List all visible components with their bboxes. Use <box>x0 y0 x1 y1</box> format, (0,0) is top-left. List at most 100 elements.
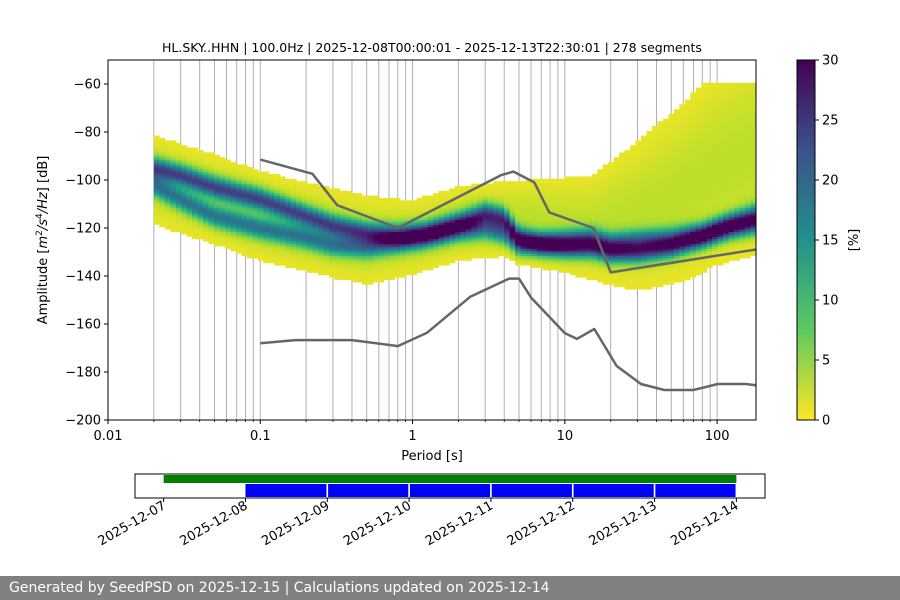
heatmap-cell <box>646 217 653 220</box>
heatmap-cell <box>750 181 756 184</box>
heatmap-cell <box>493 238 500 242</box>
heatmap-cell <box>613 214 620 218</box>
heatmap-cell <box>449 238 456 242</box>
heatmap-cell <box>268 174 275 177</box>
heatmap-cell <box>520 222 527 225</box>
heatmap-cell <box>684 145 691 148</box>
heatmap-cell <box>651 202 658 206</box>
heatmap-cell <box>558 205 565 208</box>
heatmap-cell <box>175 226 182 230</box>
heatmap-cell <box>203 171 209 175</box>
heatmap-cell <box>531 248 538 252</box>
heatmap-cell <box>504 255 511 259</box>
heatmap-cell <box>230 178 237 182</box>
heatmap-cell <box>449 236 456 240</box>
heatmap-cell <box>394 217 401 220</box>
heatmap-cell <box>591 198 598 201</box>
heatmap-cell <box>690 92 697 96</box>
heatmap-cell <box>690 207 697 211</box>
heatmap-cell <box>575 248 582 252</box>
heatmap-cell <box>630 214 636 218</box>
heatmap-cell <box>411 200 418 204</box>
heatmap-cell <box>186 190 193 194</box>
heatmap-cell <box>526 224 532 228</box>
heatmap-cell <box>323 260 330 264</box>
heatmap-cell <box>531 236 538 240</box>
heatmap-cell <box>350 222 357 225</box>
heatmap-cell <box>257 210 264 213</box>
heatmap-cell <box>564 246 571 249</box>
heatmap-cell <box>192 147 199 151</box>
heatmap-cell <box>569 262 576 266</box>
heatmap-cell <box>657 200 664 204</box>
heatmap-cell <box>257 200 264 204</box>
heatmap-cell <box>318 222 324 225</box>
heatmap-cell <box>701 164 708 168</box>
heatmap-cell <box>624 214 631 218</box>
heatmap-cell <box>367 195 374 199</box>
heatmap-cell <box>312 217 319 220</box>
heatmap-cell <box>602 174 609 177</box>
heatmap-cell <box>334 253 341 256</box>
heatmap-cell <box>159 162 166 165</box>
heatmap-cell <box>509 253 516 256</box>
heatmap-cell <box>449 231 456 235</box>
heatmap-cell <box>246 224 253 228</box>
heatmap-cell <box>706 174 713 177</box>
heatmap-cell <box>586 241 593 244</box>
heatmap-cell <box>657 178 664 182</box>
heatmap-cell <box>487 231 494 235</box>
heatmap-cell <box>252 248 259 252</box>
heatmap-cell <box>268 212 275 216</box>
heatmap-cell <box>400 200 407 204</box>
heatmap-cell <box>695 248 702 252</box>
heatmap-cell <box>635 282 642 285</box>
heatmap-cell <box>465 255 472 259</box>
heatmap-cell <box>252 241 259 244</box>
heatmap-cell <box>602 188 609 192</box>
heatmap-cell <box>307 238 313 242</box>
heatmap-cell <box>192 183 199 187</box>
heatmap-cell <box>668 138 675 141</box>
y-label-exp4: 4 <box>35 213 45 219</box>
heatmap-cell <box>701 154 708 158</box>
y-label-prefix: Amplitude [ <box>36 249 51 325</box>
heatmap-cell <box>723 178 730 182</box>
heatmap-cell <box>558 190 565 194</box>
heatmap-cell <box>723 145 730 148</box>
heatmap-cell <box>192 169 199 172</box>
heatmap-cell <box>630 274 636 278</box>
heatmap-cell <box>197 198 204 201</box>
heatmap-cell <box>476 222 483 225</box>
heatmap-cell <box>553 241 560 244</box>
heatmap-cell <box>673 145 680 148</box>
heatmap-cell <box>717 85 724 88</box>
heatmap-cell <box>504 243 511 247</box>
heatmap-cell <box>416 260 423 264</box>
heatmap-cell <box>684 178 691 182</box>
heatmap-cell <box>630 262 636 266</box>
heatmap-cell <box>230 193 237 196</box>
heatmap-cell <box>597 181 604 184</box>
heatmap-cell <box>290 241 297 244</box>
heatmap-cell <box>268 183 275 187</box>
heatmap-cell <box>679 241 686 244</box>
heatmap-cell <box>641 282 647 285</box>
heatmap-cell <box>214 181 220 184</box>
heatmap-cell <box>175 166 182 170</box>
heatmap-cell <box>515 205 522 208</box>
heatmap-cell <box>383 253 390 256</box>
heatmap-cell <box>679 166 686 170</box>
heatmap-cell <box>723 142 730 146</box>
heatmap-cell <box>235 195 242 199</box>
heatmap-cell <box>301 255 308 259</box>
heatmap-cell <box>750 217 756 220</box>
heatmap-cell <box>307 222 313 225</box>
heatmap-cell <box>580 200 587 204</box>
heatmap-cell <box>175 224 182 228</box>
heatmap-cell <box>558 198 565 201</box>
heatmap-cell <box>701 126 708 129</box>
heatmap-cell <box>329 260 335 264</box>
heatmap-cell <box>706 231 713 235</box>
heatmap-cell <box>323 270 330 273</box>
